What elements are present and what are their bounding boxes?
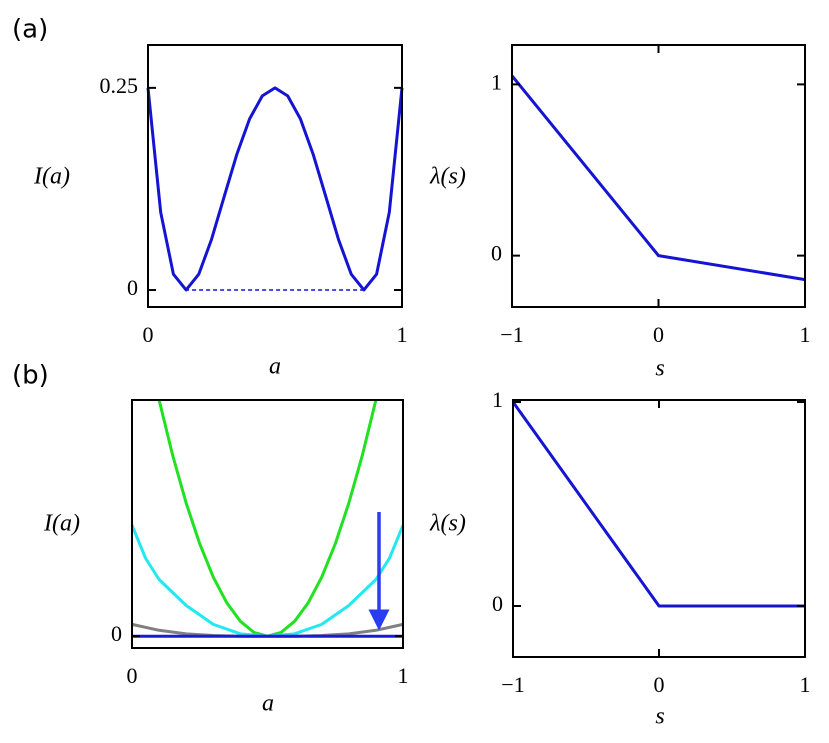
y-tick-label: 0.25	[100, 73, 139, 98]
x-tick-label: 0	[654, 672, 665, 697]
plots: 00.250 1aI(a)01−1 0 1sλ(s)00 1aI(a)01−1 0 1sλ(…	[33, 44, 811, 730]
x-axis-label: s	[655, 704, 664, 730]
y-tick-label: 0	[492, 591, 503, 616]
curve	[510, 74, 806, 282]
x-tick-label: 1	[800, 672, 811, 697]
panel-label: (a)	[12, 15, 48, 45]
x-tick-label: −1	[501, 672, 524, 697]
x-tick-label: 1	[397, 322, 408, 347]
y-tick-label: 1	[491, 69, 502, 94]
x-axis-label: s	[655, 356, 664, 382]
plot-frame	[512, 399, 806, 658]
x-tick-label: 1	[398, 663, 409, 688]
curve	[146, 86, 404, 292]
x-tick-label: 0	[127, 663, 138, 688]
x-tick-label: −1	[500, 322, 523, 347]
y-axis-label: I(a)	[43, 511, 80, 537]
y-axis-label: I(a)	[33, 164, 70, 190]
plot-frame	[511, 44, 806, 308]
x-axis-label: a	[269, 354, 281, 380]
y-tick-label: 0	[491, 241, 502, 266]
x-tick-label: 1	[800, 322, 811, 347]
x-axis-label: a	[262, 691, 274, 717]
x-tick-label: 0	[143, 322, 154, 347]
curve	[130, 524, 405, 638]
y-axis-label: λ(s)	[429, 164, 466, 190]
curve	[157, 399, 378, 638]
y-tick-label: 1	[492, 387, 503, 412]
plot-frame	[131, 399, 404, 649]
plot-frame	[147, 44, 403, 308]
y-tick-label: 0	[111, 621, 122, 646]
y-tick-label: 0	[127, 275, 138, 300]
curve	[131, 622, 404, 638]
x-tick-label: 0	[653, 322, 664, 347]
y-axis-label: λ(s)	[429, 511, 466, 537]
curve	[511, 401, 805, 608]
panel-label: (b)	[12, 361, 49, 391]
